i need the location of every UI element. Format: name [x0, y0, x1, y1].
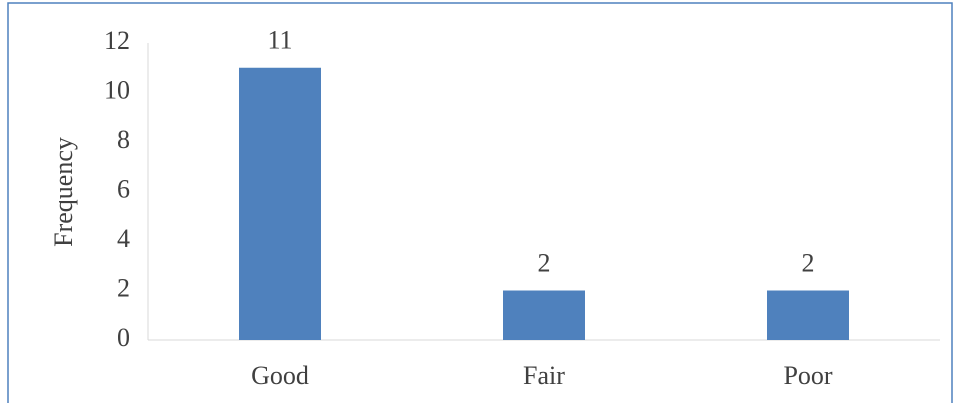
x-tick-label: Poor — [783, 361, 832, 390]
x-tick-label: Good — [251, 361, 309, 390]
bar — [239, 67, 321, 340]
y-tick-label: 8 — [117, 125, 130, 154]
y-tick-label: 0 — [117, 323, 130, 352]
y-tick-label: 2 — [117, 273, 130, 302]
data-label: 11 — [267, 26, 292, 55]
y-tick-label: 6 — [117, 174, 130, 203]
bar — [767, 290, 849, 340]
y-tick-label: 4 — [117, 224, 130, 253]
data-label: 2 — [538, 248, 551, 277]
data-label: 2 — [802, 248, 815, 277]
x-tick-label: Fair — [523, 361, 565, 390]
bar — [503, 290, 585, 340]
chart-border — [7, 2, 953, 403]
y-axis-label: Frequency — [49, 137, 78, 247]
y-tick-label: 10 — [104, 75, 130, 104]
y-tick-label: 12 — [104, 26, 130, 55]
